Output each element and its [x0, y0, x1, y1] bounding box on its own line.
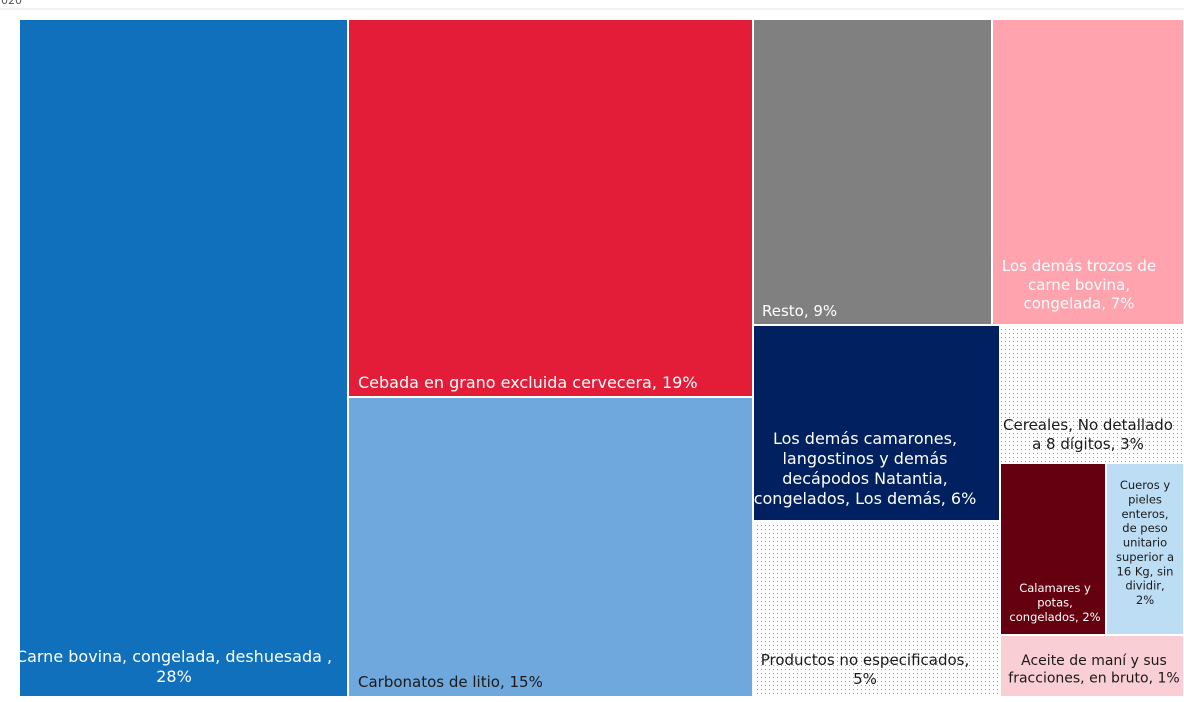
- tile-label-aceite-de-mani: Aceite de maní y sus fracciones, en bruto…: [1008, 653, 1179, 687]
- tile-rect-carne-bovina-deshuesada: [20, 20, 347, 696]
- treemap-tile-camarones-langostinos: Los demás camarones, langostinos y demás d…: [754, 326, 999, 520]
- tile-label-resto: Resto, 9%: [762, 302, 837, 320]
- tile-rect-calamares-y-potas: [1001, 464, 1105, 634]
- tile-rect-aceite-de-mani: [1001, 636, 1183, 696]
- tile-label-camarones-langostinos: Los demás camarones, langostinos y demás d…: [754, 429, 977, 508]
- treemap-tile-cueros-y-pieles: Cueros y pieles enteros, de peso unitario sup…: [1107, 464, 1183, 634]
- tile-label-calamares-y-potas: Calamares y potas, congelados, 2%: [1009, 581, 1100, 624]
- tile-rect-cebada-en-grano: [349, 20, 752, 396]
- tile-label-carbonatos-de-litio: Carbonatos de litio, 15%: [358, 673, 543, 691]
- tile-label-cueros-y-pieles: Cueros y pieles enteros, de peso unitario sup…: [1116, 478, 1174, 607]
- tile-rect-carbonatos-de-litio: [349, 398, 752, 696]
- treemap-tile-cereales-no-detallado: Cereales, No detallado a 8 dígitos, 3%: [1001, 326, 1183, 462]
- tile-label-productos-no-especificados: Productos no especificados, 5%: [761, 651, 970, 688]
- treemap-tile-carne-bovina-deshuesada: Carne bovina, congelada, deshuesada , 28%: [16, 20, 347, 696]
- tile-rect-resto: [754, 20, 991, 324]
- treemap-tile-resto: Resto, 9%: [754, 20, 991, 324]
- tile-label-otros-trozos-carne-bovina: Los demás trozos de carne bovina, congelad…: [1002, 257, 1156, 313]
- tile-label-cereales-no-detallado: Cereales, No detallado a 8 dígitos, 3%: [1003, 416, 1173, 453]
- top-fragment: 2020: [0, 0, 22, 7]
- treemap-tile-calamares-y-potas: Calamares y potas, congelados, 2%: [1001, 464, 1105, 634]
- treemap-tile-productos-no-especificados: Productos no especificados, 5%: [754, 522, 999, 696]
- tile-rect-otros-trozos-carne-bovina: [993, 20, 1183, 324]
- tile-label-cebada-en-grano: Cebada en grano excluida cervecera, 19%: [358, 373, 698, 392]
- treemap-tile-otros-trozos-carne-bovina: Los demás trozos de carne bovina, congelad…: [993, 20, 1183, 324]
- tile-rect-productos-no-especificados: [754, 522, 999, 696]
- tile-rect-cueros-y-pieles: [1107, 464, 1183, 634]
- tile-rect-cereales-no-detallado: [1001, 326, 1183, 462]
- treemap-tile-carbonatos-de-litio: Carbonatos de litio, 15%: [349, 398, 752, 696]
- tile-label-carne-bovina-deshuesada: Carne bovina, congelada, deshuesada , 28%: [16, 647, 332, 686]
- treemap-tile-cebada-en-grano: Cebada en grano excluida cervecera, 19%: [349, 20, 752, 396]
- tile-rect-camarones-langostinos: [754, 326, 999, 520]
- treemap-tile-aceite-de-mani: Aceite de maní y sus fracciones, en bruto…: [1001, 636, 1183, 696]
